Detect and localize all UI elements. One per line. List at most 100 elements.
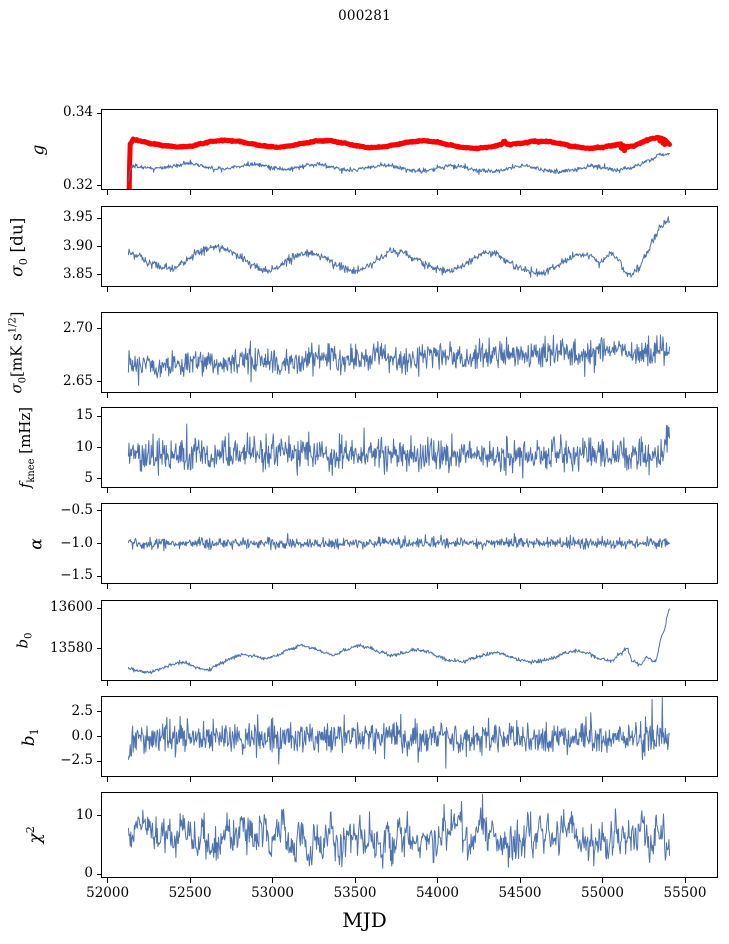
- plot-lines-fknee: [127, 423, 671, 479]
- plot-lines-sigma0_mK: [127, 334, 671, 386]
- y-tick-mark-alpha: [96, 575, 101, 577]
- y-tick-mark-b0: [96, 607, 101, 609]
- x-tick-mark: [684, 393, 686, 398]
- x-tick-mark: [437, 393, 439, 398]
- x-tick-mark: [107, 393, 109, 398]
- y-axis-label-sigma0_mK: σ0[mK s1/2]: [7, 311, 29, 394]
- plot-lines-g: [126, 134, 673, 189]
- x-tick-mark: [189, 584, 191, 589]
- x-tick-mark: [602, 393, 604, 398]
- y-tick-mark-sigma0_du: [96, 217, 101, 219]
- plot-lines-b1: [127, 697, 671, 769]
- x-tick-label: 54000: [416, 885, 459, 901]
- x-tick-mark: [602, 878, 604, 883]
- y-tick-mark-b1: [96, 711, 101, 713]
- y-tick-label-g: 0.34: [62, 104, 93, 121]
- y-tick-mark-sigma0_du: [96, 274, 101, 276]
- x-tick-mark: [189, 190, 191, 195]
- plot-panel-b1: [101, 696, 718, 777]
- x-tick-mark: [684, 878, 686, 883]
- y-tick-mark-b1: [96, 736, 101, 738]
- x-tick-mark: [107, 584, 109, 589]
- y-tick-label-sigma0_du: 3.95: [62, 209, 93, 226]
- y-tick-mark-sigma0_du: [96, 246, 101, 248]
- x-tick-mark: [189, 393, 191, 398]
- y-tick-label-fknee: 5: [84, 469, 93, 486]
- x-tick-mark: [272, 584, 274, 589]
- y-axis-label-chi2: χ2: [23, 826, 46, 844]
- x-tick-mark: [602, 190, 604, 195]
- y-tick-label-sigma0_du: 3.90: [62, 237, 93, 254]
- x-tick-label: 52500: [168, 885, 212, 901]
- plot-lines-alpha: [127, 532, 671, 552]
- y-tick-label-fknee: 10: [75, 438, 93, 455]
- y-tick-mark-b0: [96, 648, 101, 650]
- y-tick-label-b0: 13600: [50, 599, 93, 616]
- x-tick-mark: [189, 488, 191, 493]
- x-tick-mark: [519, 287, 521, 292]
- y-tick-label-b0: 13580: [50, 639, 93, 656]
- x-tick-mark: [107, 777, 109, 782]
- x-tick-mark: [107, 287, 109, 292]
- x-tick-mark: [354, 190, 356, 195]
- y-tick-mark-chi2: [96, 815, 101, 817]
- y-tick-mark-alpha: [96, 543, 101, 545]
- x-tick-mark: [437, 488, 439, 493]
- x-tick-mark: [272, 878, 274, 883]
- x-tick-mark: [272, 488, 274, 493]
- x-tick-mark: [107, 488, 109, 493]
- x-tick-mark: [272, 190, 274, 195]
- x-tick-mark: [107, 190, 109, 195]
- data-line-b0: [127, 608, 671, 674]
- x-tick-mark: [684, 681, 686, 686]
- x-tick-mark: [437, 681, 439, 686]
- data-line-gain-red: [126, 134, 673, 189]
- plot-lines-chi2: [127, 793, 671, 869]
- x-tick-mark: [602, 287, 604, 292]
- x-tick-mark: [354, 681, 356, 686]
- x-tick-mark: [602, 488, 604, 493]
- y-axis-label-fknee: fknee [mHz]: [15, 406, 37, 489]
- x-tick-mark: [684, 777, 686, 782]
- y-tick-mark-fknee: [96, 415, 101, 417]
- plot-panel-sigma0_du: [101, 206, 718, 287]
- x-tick-mark: [684, 287, 686, 292]
- x-tick-label: 54500: [498, 885, 542, 901]
- x-tick-mark: [602, 584, 604, 589]
- data-line-gain-blue: [127, 152, 671, 182]
- x-tick-mark: [684, 584, 686, 589]
- x-tick-mark: [519, 878, 521, 883]
- plot-panel-b0: [101, 600, 718, 681]
- y-tick-label-chi2: 0: [84, 865, 93, 882]
- plot-lines-sigma0_du: [127, 216, 671, 278]
- plot-panel-chi2: [101, 792, 718, 878]
- y-tick-label-g: 0.32: [62, 176, 93, 193]
- y-axis-label-b0: b0: [13, 632, 35, 649]
- data-line-alpha: [127, 532, 671, 552]
- plot-panel-fknee: [101, 407, 718, 488]
- x-tick-mark: [684, 488, 686, 493]
- plot-panel-g: [101, 109, 718, 190]
- x-tick-mark: [189, 681, 191, 686]
- x-tick-mark: [272, 393, 274, 398]
- data-line-sigma0-mk: [127, 334, 671, 386]
- y-tick-mark-g: [96, 185, 101, 187]
- x-tick-mark: [519, 393, 521, 398]
- x-tick-label: 52000: [86, 885, 130, 901]
- x-tick-mark: [519, 190, 521, 195]
- x-tick-mark: [189, 287, 191, 292]
- y-tick-mark-g: [96, 112, 101, 114]
- x-tick-mark: [272, 777, 274, 782]
- x-tick-mark: [354, 393, 356, 398]
- y-tick-mark-chi2: [96, 873, 101, 876]
- x-tick-mark: [437, 190, 439, 195]
- y-tick-label-alpha: −1.0: [60, 534, 93, 551]
- y-tick-mark-sigma0_mK: [96, 381, 101, 383]
- x-tick-mark: [519, 777, 521, 782]
- y-axis-label-g: g: [27, 144, 48, 155]
- x-tick-mark: [354, 878, 356, 883]
- y-tick-mark-sigma0_mK: [96, 328, 101, 330]
- y-tick-mark-alpha: [96, 510, 101, 512]
- x-tick-label: 53000: [251, 885, 295, 901]
- x-tick-mark: [107, 878, 109, 883]
